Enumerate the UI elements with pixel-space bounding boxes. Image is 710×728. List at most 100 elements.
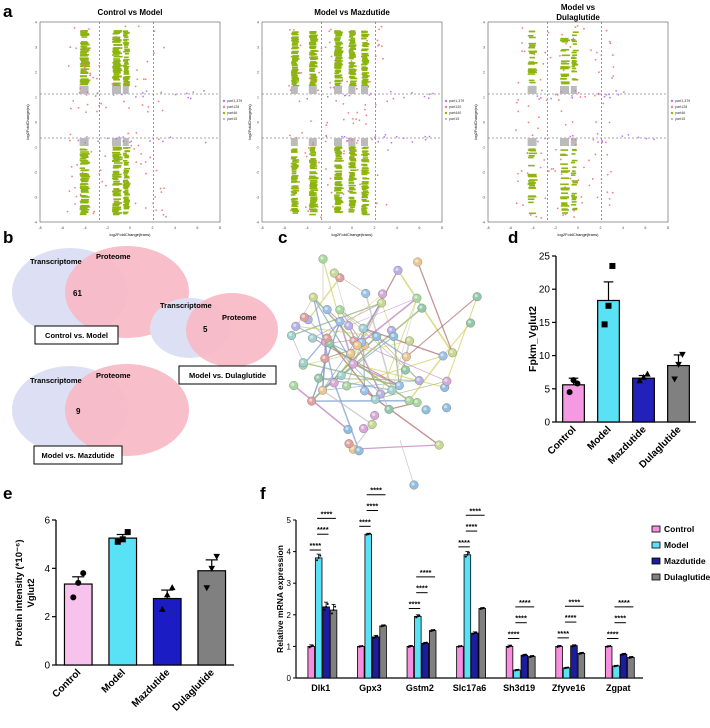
data-point-green: [349, 158, 357, 161]
x-tick-label: -4: [83, 226, 86, 230]
data-point-purple: [424, 139, 427, 141]
data-point-green: [80, 163, 88, 165]
legend-marker: [444, 111, 448, 115]
data-point-green: [361, 82, 367, 84]
data-point-red: [161, 209, 164, 212]
data-point-red: [335, 61, 337, 63]
data-point: [376, 634, 379, 637]
data-point-red: [289, 209, 292, 212]
data-point-green: [113, 213, 119, 216]
x-tick-label: 2: [600, 226, 602, 230]
y-tick-label: -3: [34, 196, 37, 200]
data-point-red: [526, 152, 529, 155]
data-point-green: [122, 64, 128, 67]
data-point-green: [361, 85, 368, 87]
network-node-highlight: [320, 256, 324, 260]
data-point-red: [130, 144, 133, 147]
data-point-green: [350, 150, 356, 153]
y-tick-label: -2: [256, 171, 259, 175]
data-point-red: [358, 119, 361, 122]
data-point-green: [113, 63, 121, 66]
y-tick-label: 4: [483, 21, 485, 25]
network-node-highlight: [444, 378, 448, 382]
data-point-green: [527, 180, 535, 182]
data-point: [80, 570, 87, 577]
data-point-green: [335, 167, 343, 169]
data-point-green: [561, 196, 569, 199]
bar-model: [108, 537, 138, 666]
significance-label: ****: [607, 630, 619, 639]
data-point-purple: [390, 90, 392, 93]
data-point: [636, 377, 643, 384]
data-point: [308, 646, 311, 649]
data-point-green: [113, 164, 122, 167]
data-point-red: [288, 84, 291, 87]
data-point-red: [569, 46, 572, 48]
data-point-red: [594, 94, 596, 97]
data-point-red: [134, 202, 137, 205]
data-point: [326, 603, 329, 606]
data-point-green: [334, 59, 342, 61]
data-point-purple: [615, 90, 617, 92]
data-point-red: [127, 132, 130, 135]
data-point-green: [334, 72, 340, 75]
data-point-green: [528, 156, 534, 159]
data-point-green: [361, 187, 369, 190]
data-point-purple: [424, 135, 426, 138]
data-point-red: [579, 96, 582, 98]
data-point-red: [346, 80, 348, 83]
data-point-green: [80, 43, 88, 45]
data-point-green: [561, 202, 567, 205]
data-point: [521, 654, 524, 657]
data-cluster-grey: [308, 86, 317, 94]
bar-control-slc17a6: [456, 646, 464, 679]
data-point-green: [292, 84, 300, 87]
data-point: [580, 652, 583, 655]
data-point-red: [529, 214, 532, 216]
data-point-green: [348, 75, 355, 78]
data-point-red: [588, 159, 590, 162]
legend-label: part120: [449, 105, 461, 109]
data-point-green: [571, 70, 578, 73]
data-cluster-grey: [361, 86, 368, 94]
data-point-red: [133, 148, 136, 150]
data-point-green: [309, 45, 317, 48]
data-point-red: [93, 210, 96, 213]
data-point-green: [529, 81, 536, 84]
data-point-green: [349, 174, 356, 177]
data-point-green: [290, 162, 297, 165]
network-edge: [397, 269, 454, 354]
network-edge: [322, 380, 420, 391]
data-point-red: [329, 81, 331, 84]
data-point: [458, 645, 461, 648]
data-point-red: [98, 173, 101, 175]
network-edge: [417, 261, 454, 354]
y-tick-label: 10: [539, 351, 551, 362]
data-point-red: [310, 80, 313, 82]
network-node-highlight: [414, 295, 418, 299]
data-point-green: [310, 181, 318, 183]
data-point-red: [289, 134, 291, 137]
data-point-green: [123, 163, 128, 165]
network-node-highlight: [319, 387, 324, 391]
data-point-green: [123, 176, 130, 179]
data-point: [323, 608, 326, 611]
data-point-green: [291, 169, 297, 171]
data-point-green: [350, 80, 357, 83]
bar-model-gpx3: [364, 533, 372, 679]
data-point-green: [124, 175, 129, 178]
data-point-green: [528, 182, 536, 184]
data-point-green: [335, 50, 344, 53]
data-point-red: [293, 190, 295, 193]
data-point: [325, 605, 328, 608]
data-point-green: [571, 194, 576, 197]
data-point-green: [112, 166, 119, 169]
data-point-green: [113, 75, 121, 78]
legend-label: part128: [675, 105, 687, 109]
data-point-red: [533, 53, 536, 56]
data-point-red: [522, 204, 524, 206]
data-point-red: [144, 78, 147, 81]
scatter-plot-1: Control vs Model -8 -6 -4 -2 0 2 4 6 8 4 3 2 1 0 -1 -2 -3…: [25, 8, 242, 237]
data-point-green: [528, 148, 536, 151]
data-point: [606, 645, 609, 648]
